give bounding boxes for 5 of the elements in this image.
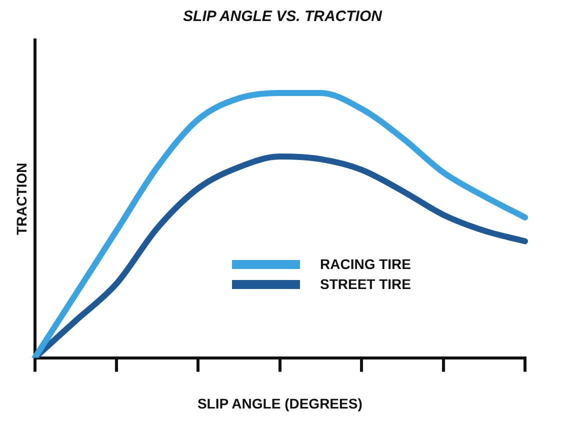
- x-axis-title: SLIP ANGLE (DEGREES): [197, 395, 362, 412]
- legend-label: RACING TIRE: [320, 256, 411, 272]
- chart-title: SLIP ANGLE VS. TRACTION: [182, 8, 384, 25]
- legend-label: STREET TIRE: [320, 276, 412, 292]
- y-axis-title: TRACTION: [13, 162, 30, 236]
